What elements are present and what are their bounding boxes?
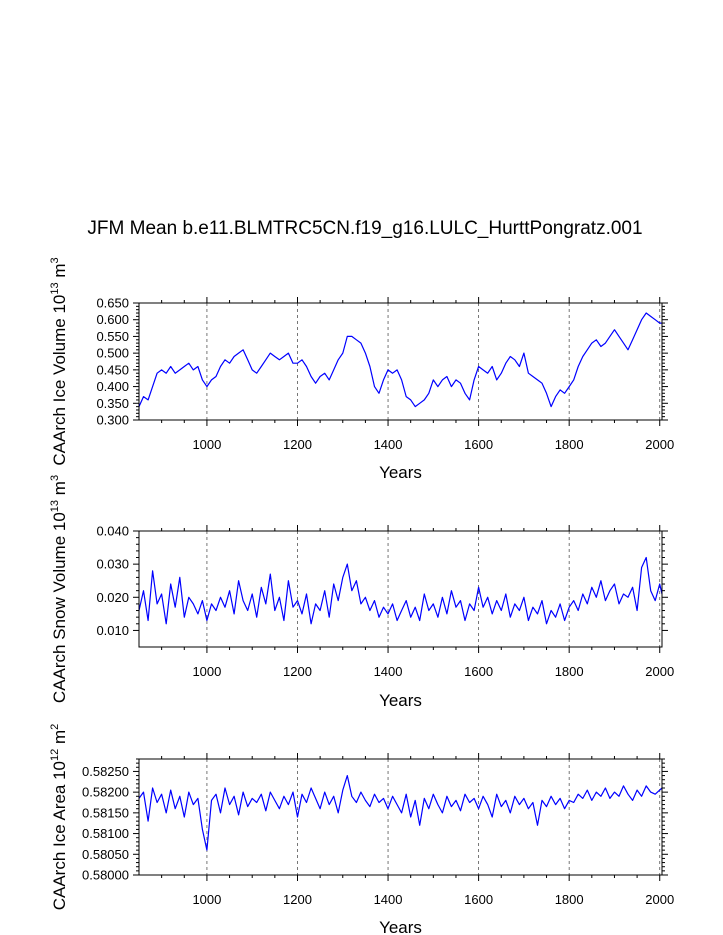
y-tick-label: 0.58050 <box>82 847 129 862</box>
panel-snow-volume: 1000 1200 1400 1600 1800 2000 0.010 0.020 0.030 0… <box>49 475 674 710</box>
x-tick-label: 1200 <box>283 664 312 679</box>
y-tick-label: 0.450 <box>96 362 129 377</box>
x-tick-label: 1600 <box>464 892 493 907</box>
x-tick-label: 1000 <box>192 892 221 907</box>
series-line-ice-volume <box>138 312 662 408</box>
y-axis-label-part: m <box>50 263 69 282</box>
figure-title: JFM Mean b.e11.BLMTRC5CN.f19_g16.LULC_Hu… <box>87 218 642 239</box>
y-tick-label: 0.300 <box>96 413 129 428</box>
y-tick-label: 0.600 <box>96 312 129 327</box>
y-tick-label: 0.58100 <box>82 826 129 841</box>
y-tick-label: 0.350 <box>96 396 129 411</box>
y-tick-label: 0.500 <box>96 346 129 361</box>
x-tick-label: 1800 <box>555 437 584 452</box>
y-tick-label: 0.58000 <box>82 868 129 883</box>
plot-frame <box>138 530 663 648</box>
y-axis-label-part: 3 <box>49 475 61 481</box>
y-axis-label-part: 12 <box>49 749 61 761</box>
x-tick-label: 2000 <box>645 437 674 452</box>
y-axis-label-part: CAArch Snow Volume 10 <box>50 512 69 703</box>
y-axis-label-part: m <box>50 481 69 500</box>
x-tick-label: 1200 <box>283 437 312 452</box>
y-axis-label-part: 3 <box>49 257 61 263</box>
x-tick-label: 1400 <box>374 664 403 679</box>
y-tick-label: 0.400 <box>96 379 129 394</box>
x-tick-label: 1400 <box>374 437 403 452</box>
x-tick-label: 1600 <box>464 664 493 679</box>
y-tick-label: 0.58250 <box>82 764 129 779</box>
y-tick-label: 0.040 <box>96 524 129 539</box>
y-tick-label: 0.650 <box>96 296 129 311</box>
x-tick-label: 1200 <box>283 892 312 907</box>
y-tick-label: 0.030 <box>96 557 129 572</box>
series-line-snow-volume <box>138 556 663 625</box>
y-axis-label: CAArch Ice Volume 1013 m3 <box>49 257 69 465</box>
x-tick-label: 1800 <box>555 664 584 679</box>
x-axis-label: Years <box>379 463 422 482</box>
y-tick-label: 0.58150 <box>82 805 129 820</box>
panels: 1000 1200 1400 1600 1800 2000 0.300 0.350 0.400 0… <box>49 257 674 935</box>
y-axis-label-part: m <box>50 730 69 749</box>
y-tick-label: 0.550 <box>96 329 129 344</box>
panel-ice-area: 1000 1200 1400 1600 1800 2000 0.58000 0.58050 0.… <box>49 724 674 935</box>
y-axis-label-part: 13 <box>49 500 61 512</box>
y-axis-label-part: CAArch Ice Area 10 <box>50 761 69 910</box>
x-tick-label: 2000 <box>645 892 674 907</box>
x-tick-label: 1600 <box>464 437 493 452</box>
y-tick-label: 0.58200 <box>82 785 129 800</box>
y-axis-label-part: 2 <box>49 724 61 730</box>
y-axis-label: CAArch Snow Volume 1013 m3 <box>49 475 69 703</box>
x-tick-label: 1800 <box>555 892 584 907</box>
plot-frame <box>138 302 663 421</box>
plot-frame <box>138 758 663 876</box>
y-axis-label: CAArch Ice Area 1012 m2 <box>49 724 69 911</box>
x-tick-label: 1000 <box>192 437 221 452</box>
y-tick-label: 0.010 <box>96 623 129 638</box>
x-axis-label: Years <box>379 918 422 935</box>
x-axis-label: Years <box>379 691 422 710</box>
series-line-ice-area <box>138 775 663 851</box>
y-axis-label-part: CAArch Ice Volume 10 <box>50 295 69 466</box>
panel-ice-volume: 1000 1200 1400 1600 1800 2000 0.300 0.350 0.400 0… <box>49 257 674 482</box>
y-axis-label-part: 13 <box>49 282 61 294</box>
x-tick-label: 1000 <box>192 664 221 679</box>
y-tick-label: 0.020 <box>96 590 129 605</box>
x-tick-label: 2000 <box>645 664 674 679</box>
x-tick-label: 1400 <box>374 892 403 907</box>
